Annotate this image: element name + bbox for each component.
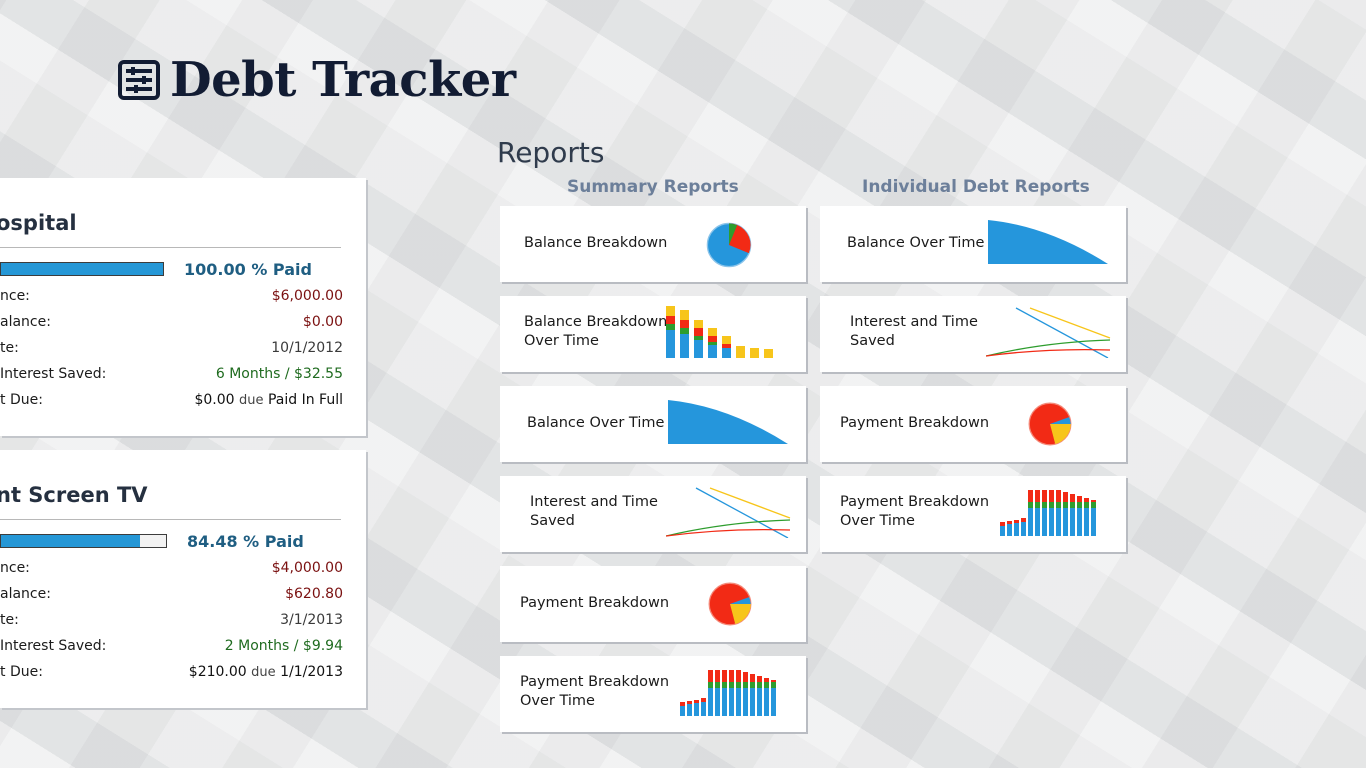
detail-label: t Due:: [0, 392, 43, 408]
detail-label: alance:: [0, 586, 51, 602]
app-header: Debt Tracker: [118, 52, 516, 108]
detail-value: $0.00: [302, 314, 343, 330]
detail-row-interest-saved: Interest Saved: 2 Months / $9.94: [0, 638, 343, 658]
tile-label: Balance Over Time: [847, 235, 985, 251]
tile-label: Interest and Time Saved: [530, 494, 658, 529]
detail-label: alance:: [0, 314, 51, 330]
tile-label: Interest and Time Saved: [850, 314, 978, 349]
debt-card[interactable]: nt Screen TV 84.48 % Paid nce: $4,000.00…: [0, 450, 366, 708]
detail-row-interest-saved: Interest Saved: 6 Months / $32.55: [0, 366, 343, 386]
tile-balance-over-time[interactable]: Balance Over Time: [500, 386, 806, 462]
detail-value: 2 Months / $9.94: [224, 638, 343, 654]
tile-payment-breakdown[interactable]: Payment Breakdown: [500, 566, 806, 642]
stacked-bar-chart-icon: [680, 670, 776, 716]
detail-value: 10/1/2012: [271, 340, 343, 356]
detail-value: 3/1/2013: [280, 612, 343, 628]
tile-individual-payment-breakdown-over-time[interactable]: Payment Breakdown Over Time: [820, 476, 1126, 552]
tile-label: Balance Breakdown: [524, 235, 668, 251]
tile-label: Balance Over Time: [527, 415, 665, 431]
detail-row-date: te: 3/1/2013: [0, 612, 343, 632]
detail-label: Interest Saved:: [0, 366, 107, 382]
paid-progress-fill: [1, 263, 163, 275]
tile-individual-balance-over-time[interactable]: Balance Over Time: [820, 206, 1126, 282]
detail-row-balance: nce: $4,000.00: [0, 560, 343, 580]
reports-heading: Reports: [497, 136, 605, 169]
detail-row-payment-due: t Due: $210.00 due 1/1/2013: [0, 664, 343, 684]
tile-label: Payment Breakdown: [840, 415, 990, 431]
detail-label: te:: [0, 612, 19, 628]
paid-percent-text: 100.00 % Paid: [184, 260, 312, 279]
tile-balance-breakdown[interactable]: Balance Breakdown: [500, 206, 806, 282]
debt-divider: [0, 519, 341, 520]
area-chart-icon: [668, 400, 788, 444]
due-word: due: [239, 393, 264, 408]
debt-name: ospital: [0, 211, 77, 235]
summary-reports-heading: Summary Reports: [567, 177, 739, 197]
pie-chart-icon: [706, 222, 752, 268]
detail-row-remaining: alance: $0.00: [0, 314, 343, 334]
detail-value: $6,000.00: [271, 288, 343, 304]
debt-name: nt Screen TV: [0, 483, 148, 507]
pie-chart-icon: [708, 582, 752, 626]
calculator-icon: [118, 60, 160, 100]
detail-value: $620.80: [285, 586, 343, 602]
detail-value: $4,000.00: [271, 560, 343, 576]
detail-row-balance: nce: $6,000.00: [0, 288, 343, 308]
area-chart-icon: [988, 220, 1108, 264]
due-amount: $0.00: [194, 392, 235, 408]
detail-row-payment-due: t Due: $0.00 due Paid In Full: [0, 392, 343, 412]
stacked-bar-chart-icon: [666, 306, 773, 358]
detail-label: nce:: [0, 560, 30, 576]
detail-value: 6 Months / $32.55: [215, 366, 343, 382]
detail-value: $210.00 due 1/1/2013: [189, 664, 343, 680]
stacked-bar-chart-icon: [1000, 490, 1096, 536]
app-title: Debt Tracker: [170, 52, 516, 108]
tile-interest-and-time-saved[interactable]: Interest and Time Saved: [500, 476, 806, 552]
paid-progress-bar: [0, 534, 167, 548]
tile-payment-breakdown-over-time[interactable]: Payment Breakdown Over Time: [500, 656, 806, 732]
detail-label: t Due:: [0, 664, 43, 680]
paid-progress-fill: [1, 535, 141, 547]
tile-balance-breakdown-over-time[interactable]: Balance Breakdown Over Time: [500, 296, 806, 372]
paid-percent-text: 84.48 % Paid: [187, 532, 304, 551]
due-date: 1/1/2013: [280, 664, 343, 680]
tile-label: Payment Breakdown Over Time: [520, 674, 670, 709]
detail-label: te:: [0, 340, 19, 356]
detail-value: $0.00 due Paid In Full: [194, 392, 343, 408]
tile-individual-interest-and-time-saved[interactable]: Interest and Time Saved: [820, 296, 1126, 372]
paid-progress-bar: [0, 262, 164, 276]
tile-label: Payment Breakdown: [520, 595, 670, 611]
tile-label: Payment Breakdown Over Time: [840, 494, 990, 529]
due-word: due: [251, 665, 276, 680]
tile-individual-payment-breakdown[interactable]: Payment Breakdown: [820, 386, 1126, 462]
detail-label: nce:: [0, 288, 30, 304]
tile-label: Balance Breakdown Over Time: [524, 314, 668, 349]
debt-card[interactable]: ospital 100.00 % Paid nce: $6,000.00 ala…: [0, 178, 366, 436]
detail-row-remaining: alance: $620.80: [0, 586, 343, 606]
due-amount: $210.00: [188, 664, 247, 680]
due-status: Paid In Full: [267, 392, 343, 408]
line-chart-icon: [986, 307, 1111, 358]
detail-row-date: te: 10/1/2012: [0, 340, 343, 360]
debt-divider: [0, 247, 341, 248]
pie-chart-icon: [1028, 402, 1072, 446]
detail-label: Interest Saved:: [0, 638, 107, 654]
line-chart-icon: [666, 487, 791, 538]
individual-reports-heading: Individual Debt Reports: [862, 177, 1090, 197]
